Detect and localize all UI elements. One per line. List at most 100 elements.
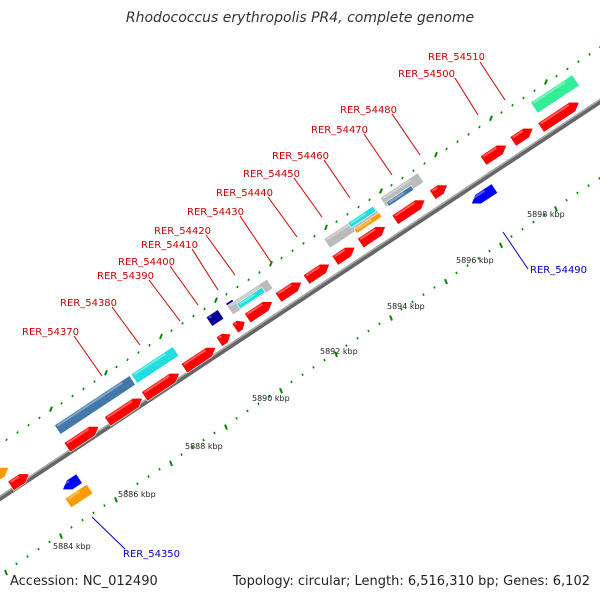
gene-arrow — [302, 263, 331, 285]
kbp-label: 5884 kbp — [53, 542, 91, 551]
tick-mark — [301, 373, 304, 377]
tick-mark — [302, 242, 305, 245]
label-leader-lines — [73, 61, 529, 550]
tick-mark — [93, 380, 96, 383]
tick-mark — [565, 198, 568, 202]
gene-arrow — [470, 183, 499, 205]
tick-mark — [500, 111, 503, 114]
tick-mark — [126, 358, 129, 362]
tick-mark — [422, 293, 425, 297]
leader-line — [73, 335, 103, 377]
tick-mark — [37, 547, 40, 551]
tick-mark — [467, 132, 470, 136]
tick-mark — [521, 227, 524, 231]
tick-mark — [258, 271, 261, 274]
tick-mark — [499, 242, 503, 249]
tick-mark — [16, 431, 19, 434]
tick-mark — [510, 235, 513, 238]
map-title: Rhodococcus erythropolis PR4, complete g… — [125, 10, 475, 26]
tick-mark — [566, 67, 569, 71]
tick-mark — [401, 176, 404, 180]
gene-arrow — [7, 473, 30, 492]
gene-labels: RER_54510 RER_54500 RER_54480 RER_54470 RER_… — [22, 52, 587, 560]
tick-mark — [214, 297, 218, 303]
gene-box — [379, 172, 425, 208]
leader-line — [111, 306, 141, 346]
gene-arrow — [391, 199, 426, 225]
kbp-label: 5892 kbp — [320, 347, 358, 356]
gene-box — [347, 205, 377, 229]
leader-line — [502, 231, 529, 270]
tick-mark — [26, 555, 29, 558]
gene-arrow — [104, 397, 143, 427]
gene-arrow — [274, 281, 303, 303]
gene-label: RER_54400 — [118, 257, 175, 268]
gene-box — [236, 286, 266, 310]
genome-summary-text: Topology: circular; Length: 6,516,310 bp… — [232, 574, 590, 589]
tick-mark — [15, 562, 18, 566]
gene-label: RER_54460 — [272, 151, 329, 162]
gene-box — [54, 375, 136, 435]
tick-mark — [202, 438, 205, 442]
tick-mark — [92, 511, 95, 515]
kbp-label: 5894 kbp — [387, 302, 425, 311]
gene-label: RER_54430 — [187, 207, 244, 218]
tick-mark — [313, 234, 316, 238]
tick-mark — [247, 278, 250, 282]
accession-text: Accession: NC_012490 — [10, 574, 158, 589]
tick-mark — [60, 402, 63, 405]
gene-features — [0, 74, 580, 509]
gene-label: RER_54490 — [530, 265, 587, 276]
tick-mark — [477, 256, 480, 260]
tick-mark — [434, 151, 438, 158]
kbp-label: 5896 kbp — [456, 256, 494, 265]
tick-mark — [269, 260, 273, 267]
leader-line — [148, 279, 181, 322]
upper-tick-line — [5, 45, 600, 442]
gene-arrow — [0, 467, 10, 482]
tick-mark — [587, 184, 590, 187]
gene-arrow — [479, 144, 508, 166]
leader-line — [91, 516, 126, 550]
gene-arrow — [331, 246, 356, 266]
tick-mark — [378, 322, 381, 326]
gene-arrow — [180, 347, 217, 374]
gene-arrow — [215, 333, 232, 347]
gene-box — [353, 212, 383, 234]
tick-mark — [346, 212, 349, 216]
tick-mark — [489, 115, 493, 122]
gene-arrow — [429, 184, 448, 200]
tick-mark — [544, 79, 548, 85]
tick-mark — [125, 489, 128, 493]
tick-mark — [180, 453, 183, 457]
gene-label: RER_54470 — [311, 125, 368, 136]
tick-mark — [147, 475, 150, 478]
tick-mark — [81, 518, 84, 522]
tick-mark — [70, 526, 73, 529]
tick-mark — [588, 53, 591, 56]
leader-line — [191, 248, 219, 291]
tick-mark — [444, 278, 448, 285]
gene-arrow — [244, 301, 273, 324]
tick-mark — [423, 162, 426, 165]
gene-box — [205, 309, 225, 327]
tick-mark — [478, 125, 481, 129]
tick-mark — [577, 60, 580, 63]
tick-mark — [312, 366, 315, 369]
tick-mark — [257, 402, 260, 406]
tick-mark — [389, 315, 393, 321]
gene-label: RER_54480 — [340, 105, 397, 116]
tick-mark — [445, 147, 448, 151]
tick-mark — [334, 351, 338, 358]
leader-line — [454, 77, 479, 116]
tick-mark — [49, 406, 53, 413]
gene-label: RER_54350 — [123, 549, 180, 560]
kbp-labels: 5884 kbp 5886 kbp 5888 kbp 5890 kbp 5892 kbp… — [53, 210, 565, 551]
tick-mark — [345, 344, 348, 347]
tick-mark — [335, 220, 338, 223]
tick-mark — [236, 285, 239, 289]
tick-mark — [114, 496, 118, 503]
leader-line — [293, 177, 323, 218]
leader-line — [391, 113, 421, 156]
